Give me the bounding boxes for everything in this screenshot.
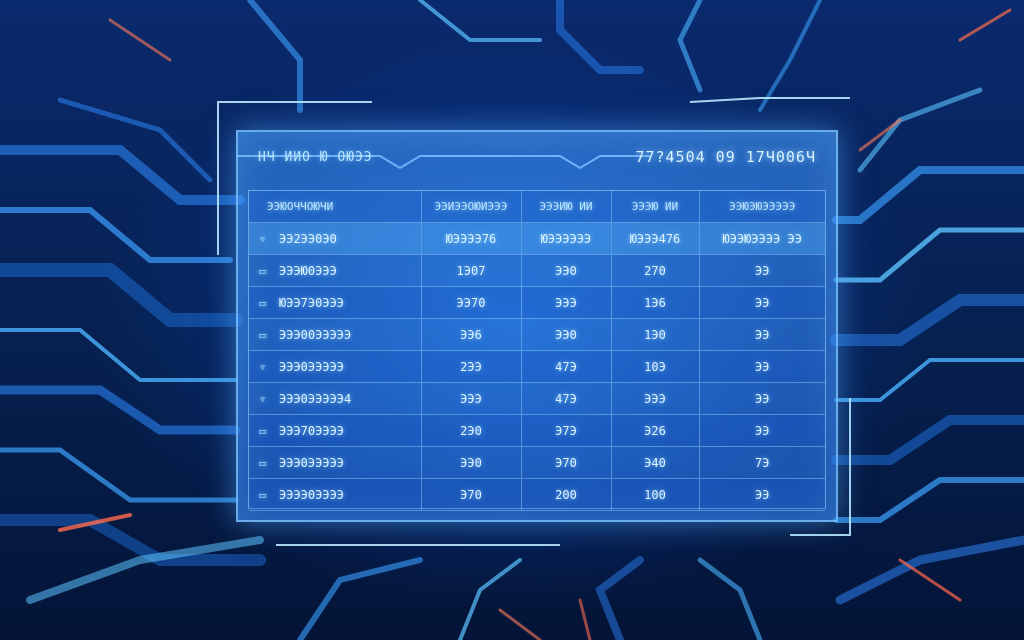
table-row[interactable]: ▭ ЮЭЭ7Э0ЭЭЭ ЭЭ70 ЭЭЭ 1Э6 ЭЭ <box>249 286 825 319</box>
table-cell: 47Э <box>520 382 611 415</box>
table-cell: ЭЭ <box>698 254 825 287</box>
table-row[interactable]: ▭ ЭЭЭ70ЭЭЭЭ 2Э0 Э7Э Э26 ЭЭ <box>249 414 825 447</box>
row-name: ЭЭЭ0ЭЭЭЭЭ <box>279 455 345 470</box>
row-marker-icon: ▭ <box>259 487 267 502</box>
column-header[interactable]: ЭЭЭЮ ИИ <box>610 191 699 223</box>
table-cell: ЭЭ0 <box>520 318 611 351</box>
table-cell: 1Э07 <box>420 254 521 287</box>
table-cell: ЮЭЭЮЭЭЭЭ ЭЭ <box>698 222 825 255</box>
row-marker-icon: ▭ <box>259 263 267 278</box>
table-cell: ЭЭЭ <box>610 382 699 415</box>
row-name: ЭЭЭ0ЭЭЭЭЭ4 <box>279 391 352 406</box>
row-name: ЭЭЭЮ0ЭЭЭ <box>279 263 337 278</box>
table-cell: 47Э <box>520 350 611 383</box>
table-cell: ЭЭ6 <box>420 318 521 351</box>
column-header[interactable]: ЭЭЮОЧЧОЮЧИ <box>249 191 421 223</box>
panel-readout: 77?4504 09 17Ч006Ч <box>635 148 816 166</box>
table-cell: 200 <box>520 478 611 511</box>
table-cell: ЭЭ <box>698 478 825 511</box>
row-name: ЭЭЭ00ЭЭЭЭЭ <box>279 327 352 342</box>
row-name-cell: ▭ ЭЭЭ0ЭЭЭЭЭ <box>249 446 421 479</box>
table-cell: ЭЭ70 <box>420 286 521 319</box>
row-name-cell: ▭ ЭЭЭЮ0ЭЭЭ <box>249 254 421 287</box>
row-name: ЭЭЭ0ЭЭЭЭЭ <box>279 359 345 374</box>
table-cell: Э26 <box>610 414 699 447</box>
row-name-cell: ▿ ЭЭЭ0ЭЭЭЭЭ <box>249 350 421 383</box>
panel-header: HЧ ИИО Ю ОЮЭЭ 77?4504 09 17Ч006Ч <box>238 132 836 184</box>
row-marker-icon: ▭ <box>259 423 267 438</box>
table-cell: ЭЭ0 <box>420 446 521 479</box>
row-name: ЭЭЭЭ0ЭЭЭЭ <box>279 487 345 502</box>
table-row[interactable]: ▭ ЭЭЭ00ЭЭЭЭЭ ЭЭ6 ЭЭ0 1Э0 ЭЭ <box>249 318 825 351</box>
column-header[interactable]: ЭЭЭИЮ ИИ <box>520 191 611 223</box>
table-cell: ЭЭ <box>698 414 825 447</box>
table-header-row: ЭЭЮОЧЧОЮЧИ ЭЭИЭЭОЮИЭЭЭ ЭЭЭИЮ ИИ ЭЭЭЮ ИИ … <box>249 191 825 223</box>
data-table: ЭЭЮОЧЧОЮЧИ ЭЭИЭЭОЮИЭЭЭ ЭЭЭИЮ ИИ ЭЭЭЮ ИИ … <box>248 190 826 511</box>
row-marker-icon: ▿ <box>259 359 267 374</box>
row-name: ЭЭЭ70ЭЭЭЭ <box>279 423 345 438</box>
row-name: ЮЭЭ7Э0ЭЭЭ <box>279 295 345 310</box>
row-name: ЭЭ2ЭЭ0Э0 <box>279 231 337 246</box>
table-cell: ЮЭЭЭЭ76 <box>420 222 521 255</box>
table-cell: 10Э <box>610 350 699 383</box>
table-cell: 2Э0 <box>420 414 521 447</box>
row-name-cell: ▭ ЮЭЭ7Э0ЭЭЭ <box>249 286 421 319</box>
data-panel: HЧ ИИО Ю ОЮЭЭ 77?4504 09 17Ч006Ч ЭЭЮОЧЧО… <box>236 130 838 522</box>
row-marker-icon: ▭ <box>259 455 267 470</box>
row-marker-icon: ▭ <box>259 295 267 310</box>
table-cell: Э7Э <box>520 414 611 447</box>
table-cell: 1Э0 <box>610 318 699 351</box>
column-header[interactable]: ЭЭЮЭЮЭЭЭЭЭ <box>698 191 825 223</box>
panel-title: HЧ ИИО Ю ОЮЭЭ <box>258 150 373 165</box>
row-marker-icon: ▭ <box>259 327 267 342</box>
table-cell: 7Э <box>698 446 825 479</box>
table-cell: Э70 <box>520 446 611 479</box>
row-marker-icon: ▿ <box>259 391 267 406</box>
table-row[interactable]: ▿ ЭЭЭ0ЭЭЭЭЭ 2ЭЭ 47Э 10Э ЭЭ <box>249 350 825 383</box>
row-name-cell: ▿ ЭЭ2ЭЭ0Э0 <box>249 222 421 255</box>
table-cell: 270 <box>610 254 699 287</box>
table-cell: 2ЭЭ <box>420 350 521 383</box>
table-cell: ЭЭ <box>698 286 825 319</box>
table-row[interactable]: ▿ ЭЭЭ0ЭЭЭЭЭ4 ЭЭЭ 47Э ЭЭЭ ЭЭ <box>249 382 825 415</box>
column-header[interactable]: ЭЭИЭЭОЮИЭЭЭ <box>420 191 521 223</box>
table-cell: ЭЭ <box>698 318 825 351</box>
table-cell: ЭЭ <box>698 382 825 415</box>
table-cell: ЭЭЭ <box>420 382 521 415</box>
table-row[interactable]: ▭ ЭЭЭ0ЭЭЭЭЭ ЭЭ0 Э70 Э40 7Э <box>249 446 825 479</box>
table-row[interactable]: ▿ ЭЭ2ЭЭ0Э0 ЮЭЭЭЭ76 ЮЭЭЭЭЭЭ ЮЭЭЭ476 ЮЭЭЮЭЭ… <box>249 222 825 255</box>
table-cell: ЮЭЭЭЭЭЭ <box>520 222 611 255</box>
row-name-cell: ▿ ЭЭЭ0ЭЭЭЭЭ4 <box>249 382 421 415</box>
table-cell: ЭЭ <box>698 350 825 383</box>
row-marker-icon: ▿ <box>259 231 267 246</box>
row-name-cell: ▭ ЭЭЭЭ0ЭЭЭЭ <box>249 478 421 511</box>
row-name-cell: ▭ ЭЭЭ00ЭЭЭЭЭ <box>249 318 421 351</box>
table-cell: Э70 <box>420 478 521 511</box>
table-cell: 100 <box>610 478 699 511</box>
row-name-cell: ▭ ЭЭЭ70ЭЭЭЭ <box>249 414 421 447</box>
table-row[interactable]: ▭ ЭЭЭЭ0ЭЭЭЭ Э70 200 100 ЭЭ <box>249 478 825 511</box>
table-cell: Э40 <box>610 446 699 479</box>
table-cell: ЭЭЭ <box>520 286 611 319</box>
table-cell: ЮЭЭЭ476 <box>610 222 699 255</box>
table-row[interactable]: ▭ ЭЭЭЮ0ЭЭЭ 1Э07 ЭЭ0 270 ЭЭ <box>249 254 825 287</box>
table-cell: 1Э6 <box>610 286 699 319</box>
table-cell: ЭЭ0 <box>520 254 611 287</box>
